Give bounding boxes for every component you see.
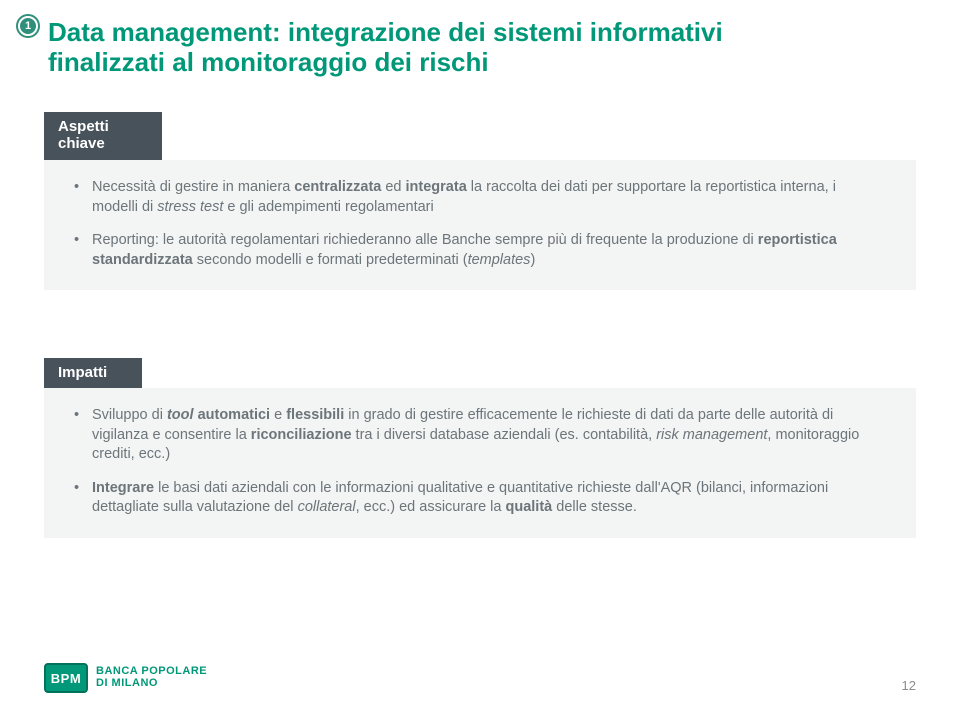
impatti-bullet-1: Sviluppo di tool automatici e flessibili… xyxy=(92,406,884,465)
aspetti-bullet-1: Necessità di gestire in maniera centrali… xyxy=(92,178,884,217)
section-number-badge: 1 xyxy=(18,16,38,36)
slide-footer: BPM BANCA POPOLARE DI MILANO 12 xyxy=(44,663,916,693)
logo-text: BANCA POPOLARE DI MILANO xyxy=(96,666,207,689)
logo-text-line-2: DI MILANO xyxy=(96,677,158,689)
header-line-2: chiave xyxy=(58,135,105,152)
impatti-header-text: Impatti xyxy=(58,364,107,381)
aspetti-bullet-list: Necessità di gestire in maniera centrali… xyxy=(92,178,884,270)
impatti-header: Impatti xyxy=(44,358,142,388)
bank-logo: BPM BANCA POPOLARE DI MILANO xyxy=(44,663,207,693)
logo-text-line-1: BANCA POPOLARE xyxy=(96,665,207,677)
slide-title: Data management: integrazione dei sistem… xyxy=(44,18,916,78)
header-line-1: Aspetti xyxy=(58,118,109,135)
impatti-body: Sviluppo di tool automatici e flessibili… xyxy=(44,388,916,538)
aspetti-chiave-body: Necessità di gestire in maniera centrali… xyxy=(44,160,916,290)
impatti-bullet-list: Sviluppo di tool automatici e flessibili… xyxy=(92,406,884,518)
aspetti-bullet-2: Reporting: le autorità regolamentari ric… xyxy=(92,231,884,270)
impatti-bullet-2: Integrare le basi dati aziendali con le … xyxy=(92,479,884,518)
slide-page: 1 Data management: integrazione dei sist… xyxy=(0,0,960,711)
title-line-2: finalizzati al monitoraggio dei rischi xyxy=(48,47,489,77)
title-line-1: Data management: integrazione dei sistem… xyxy=(48,17,723,47)
logo-badge-icon: BPM xyxy=(44,663,88,693)
section-spacer xyxy=(44,290,916,358)
aspetti-chiave-header: Aspetti chiave xyxy=(44,112,162,160)
page-number: 12 xyxy=(902,678,916,693)
